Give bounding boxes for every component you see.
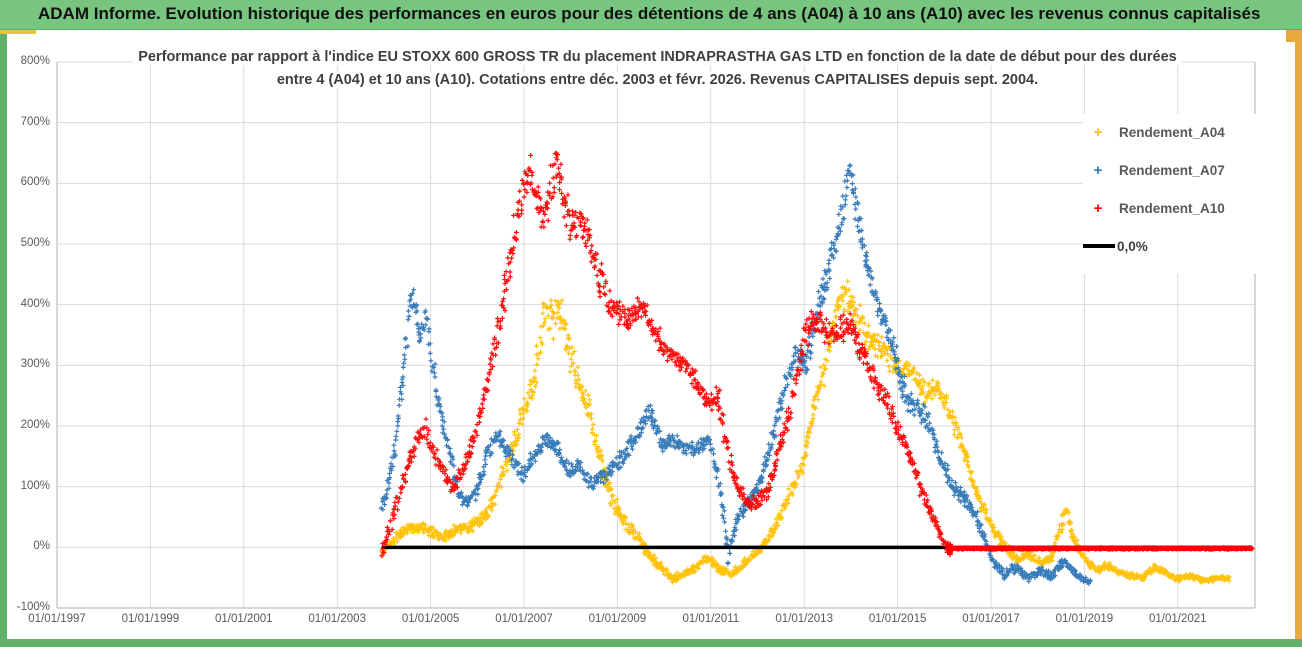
y-axis-tick-label: -100% bbox=[16, 601, 50, 613]
plus-marker-icon: + bbox=[1093, 199, 1103, 217]
y-axis-tick-label: 300% bbox=[20, 358, 50, 371]
x-axis-tick-label: 01/01/2011 bbox=[682, 613, 740, 625]
y-axis-tick-label: 400% bbox=[20, 297, 50, 310]
x-axis-tick-label: 01/01/2015 bbox=[868, 613, 927, 625]
legend-label: Rendement_A10 bbox=[1119, 200, 1225, 216]
x-axis-tick-label: 01/01/2019 bbox=[1055, 613, 1114, 625]
x-axis-tick-label: 01/01/2009 bbox=[588, 613, 647, 625]
y-axis-tick-label: 600% bbox=[20, 176, 50, 189]
x-axis-tick-label: 01/01/2001 bbox=[215, 613, 273, 625]
legend-label: Rendement_A07 bbox=[1119, 162, 1225, 178]
chart-title: Performance par rapport à l'indice EU ST… bbox=[120, 46, 1195, 92]
y-axis-tick-label: 500% bbox=[20, 237, 50, 249]
legend-item-rendement-a07: + Rendement_A07 bbox=[1083, 158, 1257, 182]
gold-corner-left bbox=[0, 30, 36, 34]
chart-legend: + Rendement_A04 + Rendement_A07 + Rendem… bbox=[1083, 114, 1257, 274]
plus-marker-icon: + bbox=[1093, 161, 1103, 179]
x-axis-tick-label: 01/01/2021 bbox=[1149, 613, 1207, 625]
legend-label: Rendement_A04 bbox=[1119, 124, 1225, 140]
plot-canvas bbox=[56, 61, 1256, 609]
chart-title-line1: Performance par rapport à l'indice EU ST… bbox=[133, 49, 1182, 65]
x-axis-tick-label: 01/01/2005 bbox=[401, 613, 460, 625]
legend-label: 0,0% bbox=[1117, 238, 1148, 254]
legend-item-zero-line: 0,0% bbox=[1083, 234, 1257, 258]
x-axis-tick-label: 01/01/1999 bbox=[121, 613, 180, 625]
report-title: ADAM Informe. Evolution historique des p… bbox=[38, 4, 1261, 23]
y-axis-tick-label: 800% bbox=[20, 55, 50, 67]
chart-title-line2: entre 4 (A04) et 10 ans (A10). Cotations… bbox=[271, 72, 1044, 88]
bottom-border-strip bbox=[0, 639, 1302, 647]
y-axis-tick-label: 100% bbox=[20, 479, 50, 492]
y-axis-tick-label: 700% bbox=[20, 115, 50, 128]
plus-marker-icon: + bbox=[1093, 123, 1103, 141]
x-axis-tick-label: 01/01/2007 bbox=[495, 613, 553, 625]
x-axis-tick-label: 01/01/2013 bbox=[775, 613, 833, 625]
report-header: ADAM Informe. Evolution historique des p… bbox=[0, 0, 1302, 30]
zero-line-icon bbox=[1083, 244, 1115, 248]
performance-chart: Performance par rapport à l'indice EU ST… bbox=[0, 30, 1302, 639]
y-axis-tick-label: 0% bbox=[33, 540, 50, 553]
right-border-strip bbox=[1295, 30, 1302, 647]
x-axis-tick-label: 01/01/2003 bbox=[308, 613, 366, 625]
legend-item-rendement-a04: + Rendement_A04 bbox=[1083, 120, 1257, 144]
y-axis-tick-label: 200% bbox=[20, 419, 50, 431]
x-axis-tick-label: 01/01/2017 bbox=[962, 613, 1020, 625]
legend-item-rendement-a10: + Rendement_A10 bbox=[1083, 196, 1257, 220]
x-axis-tick-label: 01/01/1997 bbox=[28, 613, 86, 625]
gold-corner-right bbox=[1286, 30, 1302, 42]
left-border-strip bbox=[0, 30, 7, 647]
